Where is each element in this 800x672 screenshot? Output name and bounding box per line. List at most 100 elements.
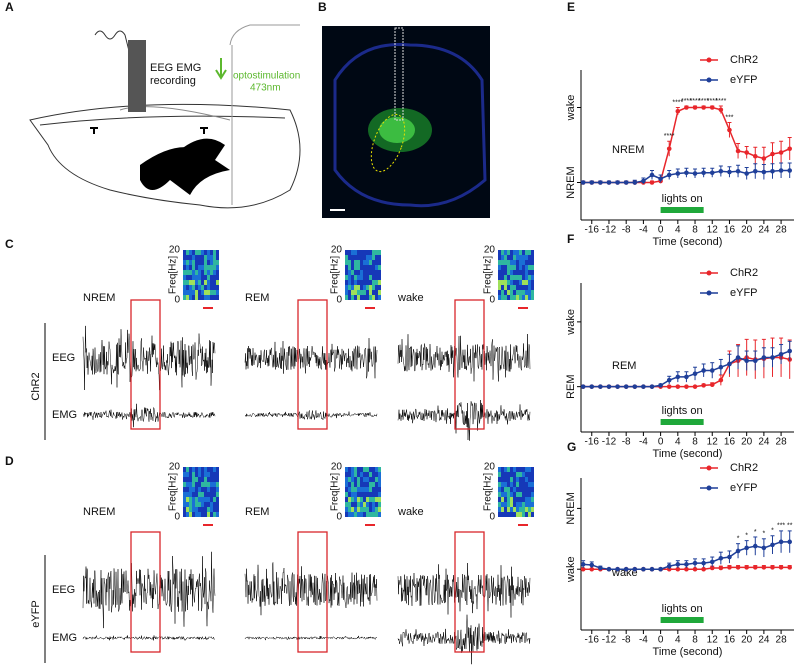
spectrogram-cell bbox=[378, 472, 381, 477]
data-point bbox=[666, 377, 672, 383]
data-point bbox=[684, 384, 689, 389]
spectrogram-cell bbox=[192, 507, 195, 512]
spectrogram-cell bbox=[522, 270, 525, 275]
spectrogram-cell bbox=[531, 467, 534, 472]
spectrogram-cell bbox=[372, 285, 375, 290]
spectrogram-cell bbox=[360, 290, 363, 295]
data-point bbox=[684, 562, 689, 567]
data-point bbox=[598, 565, 603, 571]
spectrogram-cell bbox=[348, 502, 351, 507]
x-tick-label: 12 bbox=[707, 635, 719, 646]
spectrogram-cell bbox=[504, 260, 507, 265]
signal-trace bbox=[397, 562, 531, 618]
spectrogram-cell bbox=[348, 270, 351, 275]
spectrogram-cell bbox=[192, 295, 195, 300]
spectrogram-cell bbox=[210, 285, 213, 290]
spectrogram-cell bbox=[198, 255, 201, 260]
spectrogram-cell bbox=[357, 467, 360, 472]
spectrogram-cell bbox=[183, 270, 186, 275]
spectrogram-cell bbox=[378, 280, 381, 285]
x-tick-label: -12 bbox=[602, 225, 617, 236]
spectrogram-cell bbox=[501, 512, 504, 517]
spectrogram-cell bbox=[348, 290, 351, 295]
spectrogram-cell bbox=[369, 502, 372, 507]
spectrogram-cell bbox=[192, 502, 195, 507]
spectrogram-cell bbox=[516, 285, 519, 290]
spectrogram-cell bbox=[375, 260, 378, 265]
brain-schematic bbox=[29, 24, 301, 209]
data-point bbox=[727, 361, 732, 367]
x-tick-label: 16 bbox=[724, 437, 736, 448]
spectrogram-cell bbox=[207, 512, 210, 517]
data-point bbox=[787, 565, 792, 570]
spectrogram-cell bbox=[207, 270, 210, 275]
data-point bbox=[615, 180, 620, 185]
spectrogram-cell bbox=[519, 497, 522, 502]
spectrogram-cell bbox=[201, 482, 204, 487]
spectrogram-cell bbox=[363, 250, 366, 255]
spectrogram-cell bbox=[213, 295, 216, 300]
spectrogram-cell bbox=[186, 512, 189, 517]
data-point bbox=[718, 168, 724, 174]
spectrogram-cell bbox=[189, 285, 192, 290]
data-point bbox=[684, 105, 689, 110]
spectrogram-cell bbox=[510, 467, 513, 472]
spectrogram-cell bbox=[213, 472, 216, 477]
spectrogram-cell bbox=[189, 265, 192, 270]
spectrogram-cell bbox=[507, 255, 510, 260]
spectrogram-cell bbox=[201, 275, 204, 280]
spectrogram-cell bbox=[513, 280, 516, 285]
spectrogram-cell bbox=[516, 512, 519, 517]
spectrogram-cell bbox=[354, 477, 357, 482]
signal-label: EMG bbox=[52, 409, 77, 421]
spectrogram-cell bbox=[498, 270, 501, 275]
data-point bbox=[589, 566, 595, 572]
x-tick-label: 12 bbox=[707, 225, 719, 236]
spectrogram-cell bbox=[525, 270, 528, 275]
data-point bbox=[727, 169, 732, 175]
data-point bbox=[761, 156, 767, 161]
spectrogram-cell bbox=[351, 487, 354, 492]
spectrogram-cell bbox=[210, 275, 213, 280]
data-point bbox=[658, 566, 663, 572]
spectrogram-cell bbox=[204, 482, 207, 487]
spectrogram-cell bbox=[516, 487, 519, 492]
spectrogram-cell bbox=[528, 467, 531, 472]
spectrogram-cell bbox=[351, 285, 354, 290]
data-point bbox=[675, 108, 681, 114]
spectrogram-cell bbox=[504, 265, 507, 270]
spectrogram-cell bbox=[195, 270, 198, 275]
stim-bar bbox=[660, 617, 704, 623]
data-point bbox=[701, 560, 706, 566]
spectrogram-tick: 0 bbox=[336, 512, 342, 523]
spectrogram-cell bbox=[498, 280, 501, 285]
spectrogram-cell bbox=[345, 295, 348, 300]
y-tick-label: wake bbox=[565, 309, 577, 336]
spectrogram-cell bbox=[186, 280, 189, 285]
spectrogram-cell bbox=[348, 275, 351, 280]
spectrogram-cell bbox=[357, 270, 360, 275]
spectrogram-cell bbox=[360, 250, 363, 255]
spectrogram-cell bbox=[378, 285, 381, 290]
spectrogram-cell bbox=[348, 492, 351, 497]
spectrogram-cell bbox=[372, 477, 375, 482]
spectrogram-cell bbox=[351, 260, 354, 265]
spectrogram-cell bbox=[513, 290, 516, 295]
x-tick-label: 0 bbox=[658, 635, 664, 646]
spectrogram-cell bbox=[363, 275, 366, 280]
spectrogram-cell bbox=[189, 290, 192, 295]
spectrogram-cell bbox=[375, 255, 378, 260]
stim-window bbox=[297, 531, 328, 653]
spectrogram-cell bbox=[498, 472, 501, 477]
spectrogram-cell bbox=[210, 477, 213, 482]
spectrogram-cell bbox=[501, 497, 504, 502]
stim-label: 473nm bbox=[250, 83, 281, 94]
spectrogram-cell bbox=[507, 472, 510, 477]
spectrogram-cell bbox=[372, 265, 375, 270]
spectrogram-cell bbox=[501, 265, 504, 270]
spectrogram-cell bbox=[213, 255, 216, 260]
spectrogram-cell bbox=[216, 482, 219, 487]
spectrogram-cell bbox=[192, 265, 195, 270]
spectrogram-cell bbox=[351, 512, 354, 517]
spectrogram-cell bbox=[504, 295, 507, 300]
